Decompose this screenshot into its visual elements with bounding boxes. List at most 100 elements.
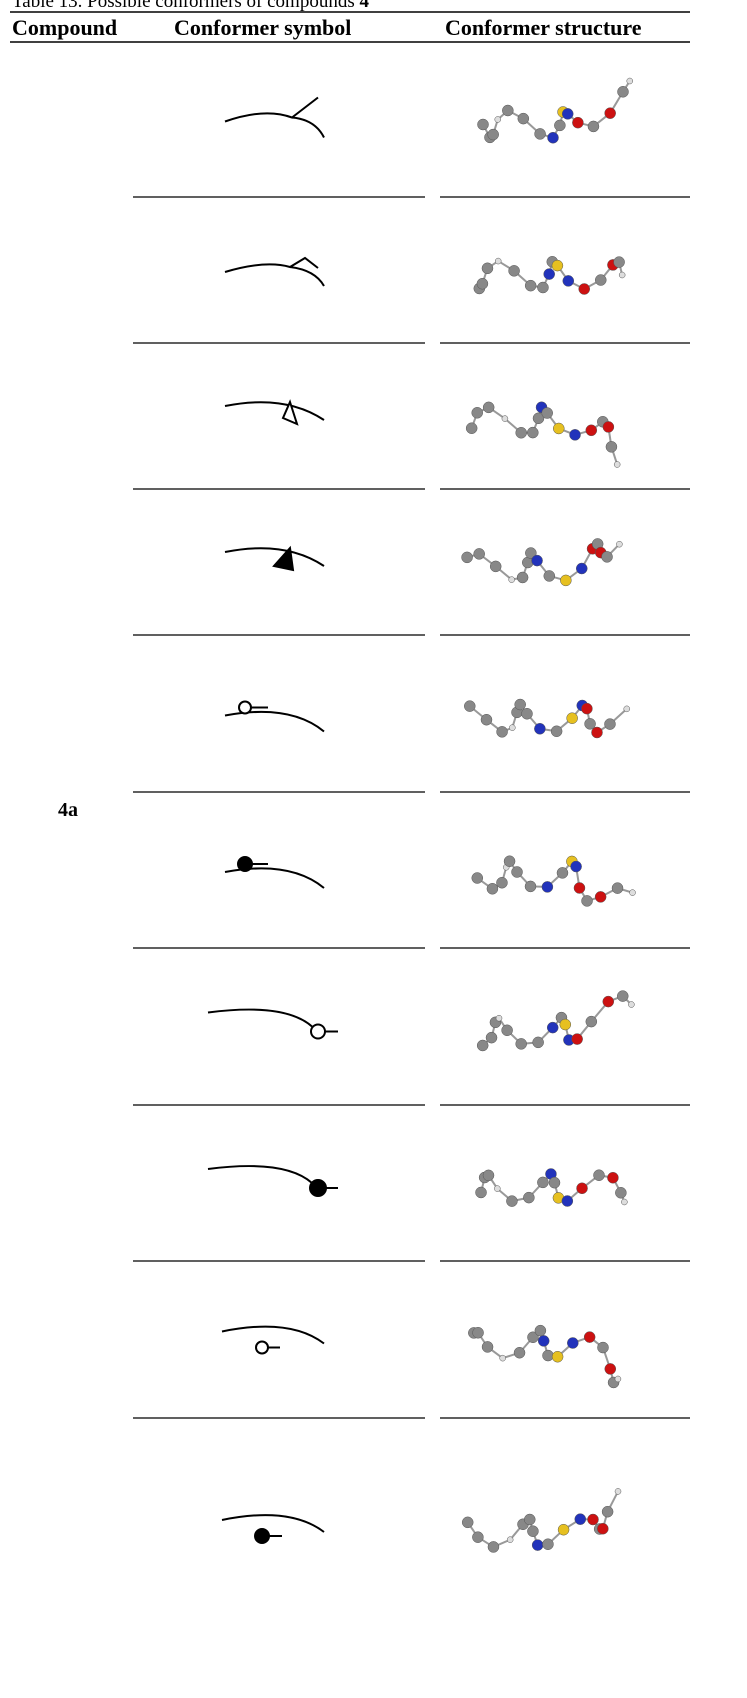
- atom: [602, 421, 615, 433]
- caption: Table 13. Possible conformers of compoun…: [12, 0, 369, 12]
- conformer-symbol: [221, 1514, 325, 1533]
- atom: [494, 1185, 501, 1192]
- atom: [541, 407, 553, 419]
- atom: [521, 707, 533, 720]
- atom: [572, 116, 584, 129]
- atom: [531, 554, 543, 567]
- caption-bold: 4: [359, 0, 369, 12]
- atom: [532, 1036, 544, 1049]
- atom: [548, 1176, 561, 1189]
- atom: [604, 107, 616, 119]
- atom: [550, 725, 563, 738]
- atom: [472, 1326, 484, 1339]
- atom: [537, 1176, 549, 1189]
- atom: [471, 407, 483, 419]
- atom: [506, 1195, 518, 1207]
- atom: [476, 1039, 489, 1052]
- atom: [556, 867, 569, 879]
- conformer-symbol: [224, 256, 325, 287]
- atom: [623, 705, 631, 713]
- atom: [515, 1038, 527, 1050]
- atom: [476, 277, 489, 290]
- atom: [524, 880, 537, 893]
- atom: [509, 724, 516, 731]
- atom: [516, 571, 529, 584]
- atom: [611, 882, 624, 894]
- atom: [594, 891, 607, 903]
- conformer-symbol: [207, 1008, 313, 1028]
- atom: [585, 424, 598, 437]
- atom: [525, 547, 537, 559]
- atom: [557, 1523, 570, 1536]
- atom: [472, 1531, 484, 1543]
- atom: [578, 283, 590, 295]
- atom: [614, 1375, 622, 1383]
- atom: [523, 1191, 535, 1204]
- conformer-symbol: [207, 1165, 313, 1184]
- atom: [542, 1538, 554, 1550]
- atom: [583, 1331, 596, 1343]
- atom: [527, 1331, 539, 1344]
- atom: [534, 128, 546, 140]
- atom: [585, 1015, 598, 1028]
- atom: [561, 1195, 574, 1207]
- conformer-symbol: [237, 856, 253, 872]
- atom: [560, 574, 572, 587]
- atom: [532, 412, 545, 425]
- atom: [481, 262, 494, 275]
- atom: [613, 256, 625, 268]
- conformer-symbol: [310, 1023, 326, 1040]
- atom: [573, 882, 586, 894]
- conformer-symbol: [255, 1340, 269, 1355]
- header: Compound: [12, 15, 117, 40]
- caption-text: Table 13. Possible conformers of compoun…: [12, 0, 359, 12]
- atom: [524, 1513, 536, 1526]
- atom: [541, 881, 554, 893]
- atom: [515, 427, 527, 439]
- atom: [597, 1522, 609, 1535]
- atom: [531, 1539, 544, 1551]
- atom: [570, 860, 582, 873]
- atom: [527, 426, 539, 439]
- atom: [604, 718, 616, 730]
- atom: [553, 422, 565, 435]
- conformer-symbol: [224, 96, 325, 138]
- atom: [593, 1169, 605, 1181]
- atom: [481, 1341, 494, 1353]
- atom: [551, 1350, 564, 1363]
- atom: [482, 1169, 495, 1182]
- atom: [601, 551, 613, 563]
- atom: [471, 872, 484, 884]
- atom: [597, 1341, 609, 1354]
- atom: [561, 108, 574, 120]
- atom: [487, 1541, 500, 1553]
- conformer-symbol: [224, 867, 325, 889]
- conformer-symbol: [254, 1528, 270, 1544]
- atom: [501, 1024, 513, 1037]
- atom: [576, 562, 588, 575]
- conformer-symbol: [272, 545, 295, 572]
- atom: [461, 1516, 474, 1529]
- atom: [546, 1021, 559, 1034]
- conformer-symbol: [224, 401, 325, 421]
- atom: [605, 441, 618, 453]
- atom: [584, 718, 596, 730]
- atom: [587, 1513, 599, 1526]
- compound-label: 4a: [58, 799, 78, 821]
- atom: [534, 723, 546, 735]
- atom: [576, 1182, 588, 1195]
- atom: [569, 429, 581, 441]
- atom: [551, 259, 564, 272]
- atom: [613, 461, 621, 468]
- atom: [571, 1033, 583, 1045]
- atom: [591, 726, 603, 739]
- atom: [617, 86, 629, 98]
- conformer-symbol: [309, 1179, 327, 1197]
- atom: [604, 1363, 617, 1375]
- atom: [524, 279, 537, 292]
- atom: [461, 551, 473, 564]
- atom: [534, 1324, 547, 1337]
- conformer-symbol: [224, 710, 325, 733]
- atom: [617, 990, 629, 1002]
